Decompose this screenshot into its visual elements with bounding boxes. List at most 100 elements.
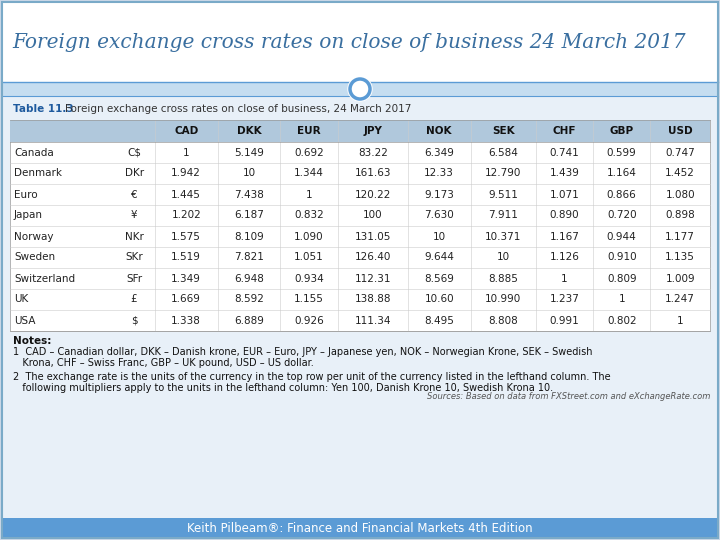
Text: 112.31: 112.31 (354, 273, 391, 284)
Text: 0.890: 0.890 (549, 211, 580, 220)
Text: 1: 1 (561, 273, 568, 284)
Text: 1.080: 1.080 (665, 190, 695, 199)
Text: 0.944: 0.944 (607, 232, 636, 241)
Text: 9.644: 9.644 (424, 253, 454, 262)
Text: 6.889: 6.889 (234, 315, 264, 326)
Text: 1.009: 1.009 (665, 273, 695, 284)
Text: 9.173: 9.173 (424, 190, 454, 199)
Text: Canada: Canada (14, 147, 54, 158)
Text: 1.155: 1.155 (294, 294, 324, 305)
Text: 1.344: 1.344 (294, 168, 324, 179)
Text: 10.371: 10.371 (485, 232, 521, 241)
Text: 1.942: 1.942 (171, 168, 201, 179)
Text: CHF: CHF (553, 126, 576, 136)
Text: 10.60: 10.60 (424, 294, 454, 305)
Text: 1  CAD – Canadian dollar, DKK – Danish krone, EUR – Euro, JPY – Japanese yen, NO: 1 CAD – Canadian dollar, DKK – Danish kr… (13, 347, 593, 357)
Text: 0.747: 0.747 (665, 147, 695, 158)
Text: 120.22: 120.22 (354, 190, 391, 199)
Text: 131.05: 131.05 (354, 232, 391, 241)
Text: Notes:: Notes: (13, 336, 51, 346)
Text: 1.177: 1.177 (665, 232, 695, 241)
Text: 6.187: 6.187 (234, 211, 264, 220)
Text: £: £ (131, 294, 138, 305)
Text: 7.821: 7.821 (234, 253, 264, 262)
Text: Foreign exchange cross rates on close of business, 24 March 2017: Foreign exchange cross rates on close of… (65, 104, 411, 114)
Text: 126.40: 126.40 (354, 253, 391, 262)
Text: 10: 10 (497, 253, 510, 262)
Text: USA: USA (14, 315, 35, 326)
Text: 138.88: 138.88 (354, 294, 391, 305)
Text: SKr: SKr (125, 253, 143, 262)
Text: DKr: DKr (125, 168, 144, 179)
Text: 8.885: 8.885 (488, 273, 518, 284)
Text: 0.910: 0.910 (607, 253, 636, 262)
Text: ¥: ¥ (131, 211, 138, 220)
FancyBboxPatch shape (2, 82, 718, 96)
Text: 6.948: 6.948 (234, 273, 264, 284)
Text: 1.051: 1.051 (294, 253, 324, 262)
Text: 8.808: 8.808 (488, 315, 518, 326)
Text: 5.149: 5.149 (234, 147, 264, 158)
Text: Foreign exchange cross rates on close of business 24 March 2017: Foreign exchange cross rates on close of… (12, 32, 685, 51)
Text: 1.338: 1.338 (171, 315, 201, 326)
Text: 1.237: 1.237 (549, 294, 580, 305)
Text: 1.439: 1.439 (549, 168, 580, 179)
Text: DKK: DKK (237, 126, 261, 136)
Text: Japan: Japan (14, 211, 43, 220)
Text: Switzerland: Switzerland (14, 273, 75, 284)
Text: 1.202: 1.202 (171, 211, 201, 220)
Text: 0.866: 0.866 (607, 190, 636, 199)
Text: $: $ (131, 315, 138, 326)
Text: 8.569: 8.569 (424, 273, 454, 284)
Text: 0.741: 0.741 (549, 147, 580, 158)
Text: 1: 1 (306, 190, 312, 199)
Text: 9.511: 9.511 (488, 190, 518, 199)
Text: 161.63: 161.63 (354, 168, 391, 179)
Text: C$: C$ (127, 147, 141, 158)
Text: SEK: SEK (492, 126, 515, 136)
Text: following multipliers apply to the units in the lefthand column: Yen 100, Danish: following multipliers apply to the units… (13, 383, 553, 393)
Text: 1.349: 1.349 (171, 273, 201, 284)
Text: 12.790: 12.790 (485, 168, 521, 179)
Text: 0.832: 0.832 (294, 211, 324, 220)
Text: 0.934: 0.934 (294, 273, 324, 284)
Text: Norway: Norway (14, 232, 53, 241)
Text: Sources: Based on data from FXStreet.com and eXchangeRate.com: Sources: Based on data from FXStreet.com… (427, 392, 710, 401)
Text: EUR: EUR (297, 126, 321, 136)
Text: 1.090: 1.090 (294, 232, 324, 241)
Text: 0.802: 0.802 (607, 315, 636, 326)
Text: 1.247: 1.247 (665, 294, 695, 305)
Text: 0.991: 0.991 (549, 315, 580, 326)
Text: Euro: Euro (14, 190, 37, 199)
Text: 8.495: 8.495 (424, 315, 454, 326)
Text: 7.630: 7.630 (424, 211, 454, 220)
Text: 1.126: 1.126 (549, 253, 580, 262)
Text: 1.167: 1.167 (549, 232, 580, 241)
Text: 10.990: 10.990 (485, 294, 521, 305)
Text: €: € (131, 190, 138, 199)
Text: 12.33: 12.33 (424, 168, 454, 179)
Text: NOK: NOK (426, 126, 452, 136)
Text: SFr: SFr (126, 273, 142, 284)
Text: CAD: CAD (174, 126, 198, 136)
Text: Denmark: Denmark (14, 168, 62, 179)
Text: 0.599: 0.599 (607, 147, 636, 158)
FancyBboxPatch shape (2, 2, 718, 82)
Text: UK: UK (14, 294, 28, 305)
Text: 1.452: 1.452 (665, 168, 695, 179)
Text: 1.519: 1.519 (171, 253, 201, 262)
Circle shape (348, 77, 372, 101)
Text: JPY: JPY (364, 126, 382, 136)
Text: 0.926: 0.926 (294, 315, 324, 326)
Text: Keith Pilbeam®: Finance and Financial Markets 4th Edition: Keith Pilbeam®: Finance and Financial Ma… (187, 522, 533, 535)
FancyBboxPatch shape (2, 518, 718, 538)
Text: 1.164: 1.164 (607, 168, 636, 179)
Text: 100: 100 (363, 211, 382, 220)
Text: 7.911: 7.911 (488, 211, 518, 220)
Text: 10: 10 (243, 168, 256, 179)
Text: 2  The exchange rate is the units of the currency in the top row per unit of the: 2 The exchange rate is the units of the … (13, 372, 611, 382)
Text: Krona, CHF – Swiss Franc, GBP – UK pound, USD – US dollar.: Krona, CHF – Swiss Franc, GBP – UK pound… (13, 358, 314, 368)
FancyBboxPatch shape (10, 120, 710, 331)
Text: 1.135: 1.135 (665, 253, 695, 262)
Text: 1.071: 1.071 (549, 190, 580, 199)
